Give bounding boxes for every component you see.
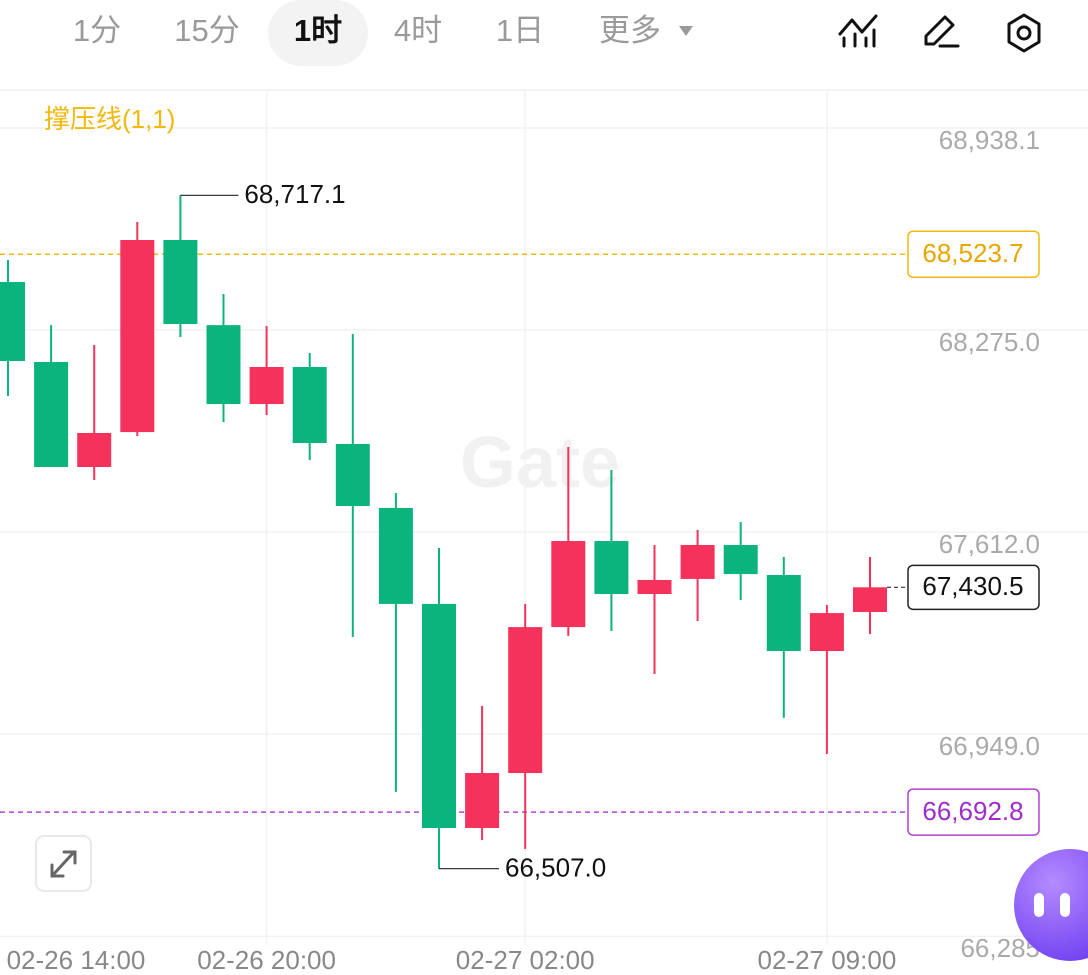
- extreme-label: 68,717.1: [244, 179, 345, 209]
- price-line-box: [907, 230, 1040, 278]
- candle-body: [465, 773, 500, 828]
- tab[interactable]: 1时: [294, 13, 342, 48]
- price-line-label: 68,523.7: [922, 238, 1023, 268]
- candle-body: [809, 613, 844, 652]
- candle-body: [335, 443, 370, 506]
- indicator-icon[interactable]: [838, 14, 878, 48]
- x-tick-label: 02-26 20:00: [197, 945, 336, 975]
- tab[interactable]: 4时: [394, 13, 442, 48]
- tab[interactable]: 更多: [599, 13, 661, 48]
- candle-body: [292, 366, 327, 444]
- candle-body: [163, 240, 198, 325]
- candle-body: [551, 541, 586, 628]
- candle-body: [378, 507, 413, 604]
- x-tick-label: 02-27 02:00: [456, 945, 595, 975]
- candle-body: [249, 366, 284, 405]
- last-price-box: [907, 564, 1040, 611]
- candle-body: [206, 325, 241, 405]
- active-tab-bg: [268, 0, 368, 66]
- candle-body: [508, 627, 543, 774]
- y-tick-label: 68,938.1: [939, 125, 1040, 155]
- candle-body: [77, 432, 112, 467]
- watermark: Gate: [460, 423, 620, 503]
- price-line-box: [907, 788, 1040, 836]
- assistant-bubble[interactable]: [1014, 849, 1088, 961]
- candle-body: [766, 574, 801, 652]
- tab[interactable]: 1分: [73, 13, 121, 48]
- toolbar: 1分 15分 1时 4时 1日 更多: [73, 0, 693, 66]
- price-line-label: 66,692.8: [922, 796, 1023, 826]
- y-tick-label: 67,612.0: [939, 529, 1040, 559]
- candle-body: [680, 544, 715, 579]
- candle-body: [853, 587, 887, 613]
- candle-body: [0, 282, 25, 361]
- x-tick-label: 02-27 09:00: [758, 945, 897, 975]
- x-tick-label: 02-26 14:00: [7, 945, 146, 975]
- draw-icon[interactable]: [924, 15, 960, 48]
- candle-body: [637, 580, 672, 594]
- extreme-label: 66,507.0: [505, 853, 606, 883]
- candle-body: [594, 541, 629, 594]
- last-price-label: 67,430.5: [922, 571, 1023, 601]
- y-tick-label: 66,949.0: [939, 731, 1040, 761]
- candle-body: [120, 240, 155, 433]
- indicator-label: 撑压线(1,1): [44, 104, 175, 134]
- expand-button[interactable]: [35, 835, 92, 892]
- y-tick-label: 68,275.0: [939, 327, 1040, 357]
- settings-icon[interactable]: [1007, 13, 1041, 53]
- candle-body: [422, 603, 456, 828]
- dropdown-arrow: [679, 26, 693, 36]
- plot: 02-26 14:00 02-26 20:00 02-27 02:00 02-27 0…: [0, 90, 1088, 975]
- tab[interactable]: 15分: [174, 13, 239, 48]
- tab[interactable]: 1日: [496, 13, 544, 48]
- candle-body: [723, 544, 758, 575]
- candle-body: [34, 361, 69, 467]
